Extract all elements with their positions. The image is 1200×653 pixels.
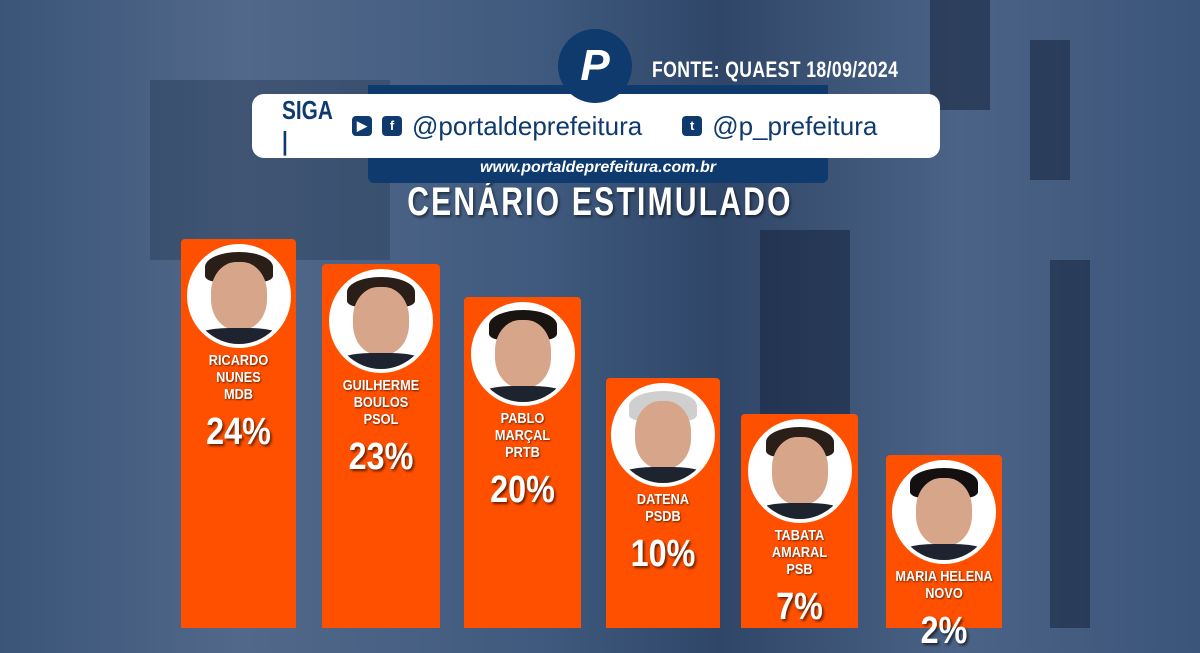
candidate-photo <box>611 383 715 487</box>
handle-main[interactable]: @portaldeprefeitura <box>412 110 643 141</box>
candidate-party: PRTB <box>505 444 540 461</box>
candidate-photo <box>747 419 852 523</box>
portal-logo: P <box>558 29 632 103</box>
candidate-party: NOVO <box>925 585 963 602</box>
bar-value-label: 23% <box>348 436 414 478</box>
background-window <box>760 230 850 430</box>
bar-ricardo-nunes: RICARDO NUNES MDB 24% <box>181 239 296 628</box>
candidate-name: TABATA AMARAL PSB <box>750 527 849 578</box>
follow-label: SIGA | <box>282 95 333 156</box>
bar-value-label: 7% <box>776 586 823 628</box>
facebook-icon[interactable]: f <box>382 116 402 136</box>
bar-pablo-mar-al: PABLO MARÇAL PRTB 20% <box>464 297 581 628</box>
youtube-icon[interactable]: ▶ <box>352 116 372 136</box>
candidate-party: PSB <box>786 561 813 578</box>
candidate-name-text: PABLO MARÇAL <box>494 410 551 444</box>
candidate-name: RICARDO NUNES MDB <box>190 352 288 403</box>
candidate-photo <box>186 244 291 348</box>
twitter-icon[interactable]: t <box>682 116 703 136</box>
candidate-name: MARIA HELENA NOVO <box>895 568 994 602</box>
bar-datena: DATENA PSDB 10% <box>606 378 720 628</box>
bar-value-label: 2% <box>920 610 968 652</box>
candidate-name-text: DATENA <box>636 491 690 508</box>
bar-tabata-amaral: TABATA AMARAL PSB 7% <box>741 414 858 628</box>
background-window <box>1050 260 1090 628</box>
candidate-party: PSDB <box>645 508 681 525</box>
background-window <box>1030 40 1070 180</box>
candidate-photo <box>892 460 996 564</box>
candidate-name-text: RICARDO NUNES <box>208 352 269 386</box>
social-banner: SIGA | ▶ f @portaldeprefeitura t @p_pref… <box>252 94 940 158</box>
bar-maria-helena: MARIA HELENA NOVO 2% <box>886 455 1002 652</box>
bar-value-label: 10% <box>630 533 696 575</box>
background-window <box>930 0 990 110</box>
bar-value-label: 20% <box>490 469 555 511</box>
bar-guilherme-boulos: GUILHERME BOULOS PSOL 23% <box>322 264 440 628</box>
candidate-name: DATENA PSDB <box>615 491 712 525</box>
chart-title: CENÁRIO ESTIMULADO <box>407 180 793 224</box>
source-label: FONTE: QUAEST 18/09/2024 <box>652 57 899 82</box>
candidate-photo <box>329 269 433 373</box>
candidate-party: PSOL <box>363 411 399 428</box>
candidate-name: PABLO MARÇAL PRTB <box>473 410 572 461</box>
candidate-name-text: MARIA HELENA <box>895 568 993 585</box>
bar-value-label: 24% <box>206 411 271 453</box>
candidate-name-text: GUILHERME BOULOS <box>342 377 420 411</box>
candidate-name-text: TABATA AMARAL <box>771 527 828 561</box>
candidate-photo <box>470 302 575 406</box>
candidate-party: MDB <box>223 386 254 403</box>
candidate-name: GUILHERME BOULOS PSOL <box>331 377 431 428</box>
handle-twitter[interactable]: @p_prefeitura <box>712 110 878 141</box>
